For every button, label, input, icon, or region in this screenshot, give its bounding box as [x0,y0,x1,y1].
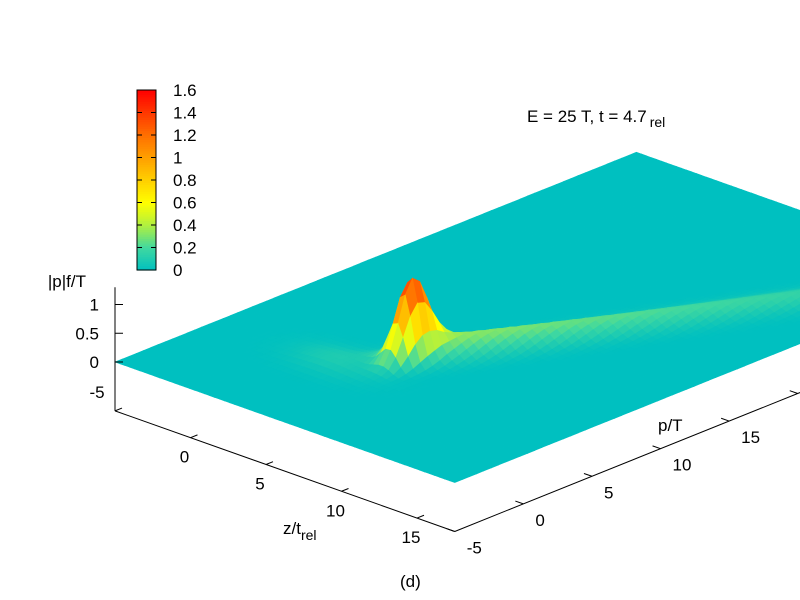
colorbar-band [137,173,156,177]
y-tick [583,473,593,477]
colorbar-band [137,126,156,129]
colorbar-band [137,132,156,136]
colorbar-band [137,164,156,168]
x-tick [114,407,123,412]
colorbar-band [137,139,156,143]
surface [114,151,800,483]
colorbar-band [137,198,156,201]
colorbar-band [137,184,156,188]
y-tick-label: 10 [673,456,692,475]
x-tick-label: 15 [402,528,421,547]
colorbar-band [137,175,156,179]
colorbar-band [137,238,156,242]
colorbar-band [137,231,156,235]
colorbar-band [137,220,156,224]
x-tick [265,461,274,465]
colorbar-band [137,265,156,269]
colorbar-band [137,211,156,215]
colorbar-band [137,234,156,237]
colorbar-band [137,157,156,161]
x-axis-line [114,410,455,532]
colorbar-band [137,128,156,132]
colorbar-band [137,202,156,206]
colorbar-band [137,245,156,249]
colorbar-band [137,162,156,165]
colorbar-band [137,204,156,208]
colorbar-band [137,207,156,210]
colorbar-band [137,229,156,233]
colorbar-band [137,146,156,150]
x-tick [416,514,425,519]
x-tick-label: 0 [180,448,189,467]
colorbar-band [137,240,156,244]
colorbar-band [137,193,156,197]
y-tick [652,445,661,450]
colorbar-band [137,137,156,141]
y-tick [446,528,455,532]
colorbar-band [137,267,156,271]
surface-patch [795,218,800,222]
colorbar-band [137,258,156,262]
x-tick-label: 5 [255,474,264,493]
colorbar-band [137,153,156,156]
colorbar-band [137,130,156,134]
colorbar: 00.20.40.60.811.21.41.6 [136,81,197,280]
surface-patch [448,477,463,483]
colorbar-band [137,216,156,219]
colorbar-band [137,195,156,199]
x-tick-label: -5 [89,383,104,402]
colorbar-band [137,213,156,217]
colorbar-band [137,141,156,145]
colorbar-band [137,177,156,181]
colorbar-band [137,218,156,222]
colorbar-band [137,189,156,192]
colorbar-band [137,254,156,258]
colorbar-band [137,252,156,255]
colorbar-band [137,249,156,253]
y-tick [789,390,798,394]
colorbar-band [137,182,156,186]
x-tick-label: 10 [326,501,345,520]
y-tick-label: 0 [535,511,544,530]
x-tick [190,434,198,439]
colorbar-band [137,155,156,159]
colorbar-band [137,144,156,147]
colorbar-band [137,247,156,251]
colorbar-band [137,200,156,204]
colorbar-band [137,135,156,138]
y-axis-line [454,392,800,532]
colorbar-band [137,225,156,228]
z-tick-label: 0.5 [75,324,99,343]
colorbar-band [137,150,156,154]
colorbar-band [137,261,156,264]
y-tick [515,500,524,505]
colorbar-band [137,180,156,183]
colorbar-band [137,227,156,231]
y-tick-label: 15 [741,428,760,447]
y-tick-label: 5 [604,483,613,502]
z-tick-label: 0 [90,353,99,372]
y-tick [720,417,730,422]
colorbar-band [137,171,156,174]
x-tick [341,488,349,492]
axes [114,287,800,532]
colorbar-band [137,243,156,246]
colorbar-band [137,191,156,195]
colorbar-band [137,166,156,170]
y-tick-label: -5 [467,538,482,557]
colorbar-band [137,222,156,226]
colorbar-band [137,168,156,172]
colorbar-band [137,148,156,152]
colorbar-band [137,256,156,260]
z-tick-label: 1 [90,296,99,315]
colorbar-band [137,186,156,190]
colorbar-band [137,209,156,213]
colorbar-band [137,263,156,267]
colorbar-band [137,159,156,163]
colorbar-band [137,236,156,240]
